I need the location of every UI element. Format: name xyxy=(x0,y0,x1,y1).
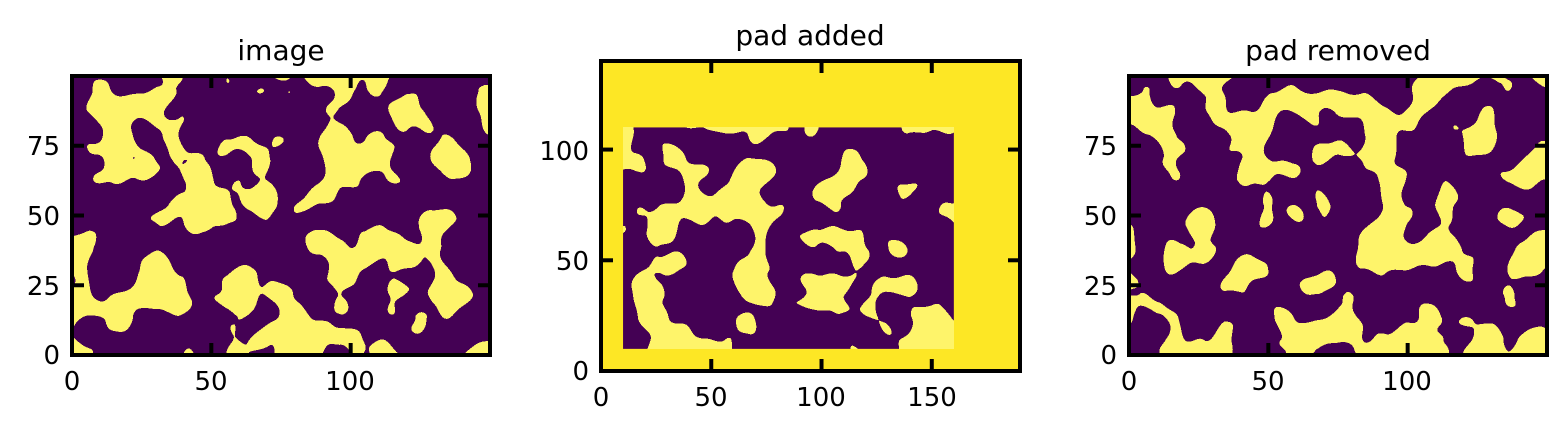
y-tick-label: 0 xyxy=(43,341,60,371)
x-tick-label: 150 xyxy=(907,383,957,413)
heatmap-blobs xyxy=(72,76,490,355)
x-tick-label: 0 xyxy=(64,367,81,397)
y-tick-label: 0 xyxy=(572,357,589,387)
y-tick-label: 50 xyxy=(556,247,589,277)
x-tick-label: 50 xyxy=(194,367,227,397)
panel-pad-removed: pad removed 0 50 100 0 25 50 75 xyxy=(1084,34,1549,397)
y-tick-label: 75 xyxy=(27,132,60,162)
x-tick-label: 50 xyxy=(694,383,727,413)
panel-title: pad removed xyxy=(1245,34,1431,67)
y-tick-label: 25 xyxy=(1084,272,1117,302)
x-tick-label: 0 xyxy=(593,383,610,413)
x-tick-label: 0 xyxy=(1121,367,1138,397)
heatmap-blobs xyxy=(1129,76,1547,355)
heatmap-blobs xyxy=(623,127,954,349)
y-tick-label: 25 xyxy=(27,272,60,302)
heatmap-pad-added xyxy=(601,61,1020,371)
x-tick-label: 100 xyxy=(1382,367,1432,397)
axis-ticks xyxy=(1127,76,1547,357)
x-tick-label: 50 xyxy=(1251,367,1284,397)
axis-ticks xyxy=(70,76,490,357)
x-tick-label: 100 xyxy=(796,383,846,413)
panel-title: image xyxy=(237,34,324,67)
y-tick-label: 50 xyxy=(27,202,60,232)
panel-title: pad added xyxy=(735,19,884,52)
heatmap-pad-removed xyxy=(1129,76,1547,355)
x-tick-label: 100 xyxy=(325,367,375,397)
y-tick-label: 50 xyxy=(1084,202,1117,232)
heatmap-image xyxy=(72,76,490,355)
panel-pad-added: pad added 0 50 100 150 0 50 100 xyxy=(539,19,1022,413)
y-tick-label: 100 xyxy=(539,137,589,167)
y-tick-label: 75 xyxy=(1084,132,1117,162)
axis-ticks xyxy=(599,61,1020,373)
y-tick-label: 0 xyxy=(1100,341,1117,371)
panel-image: image 0 50 100 0 25 50 75 xyxy=(27,34,492,397)
axes-frame xyxy=(599,59,1022,373)
